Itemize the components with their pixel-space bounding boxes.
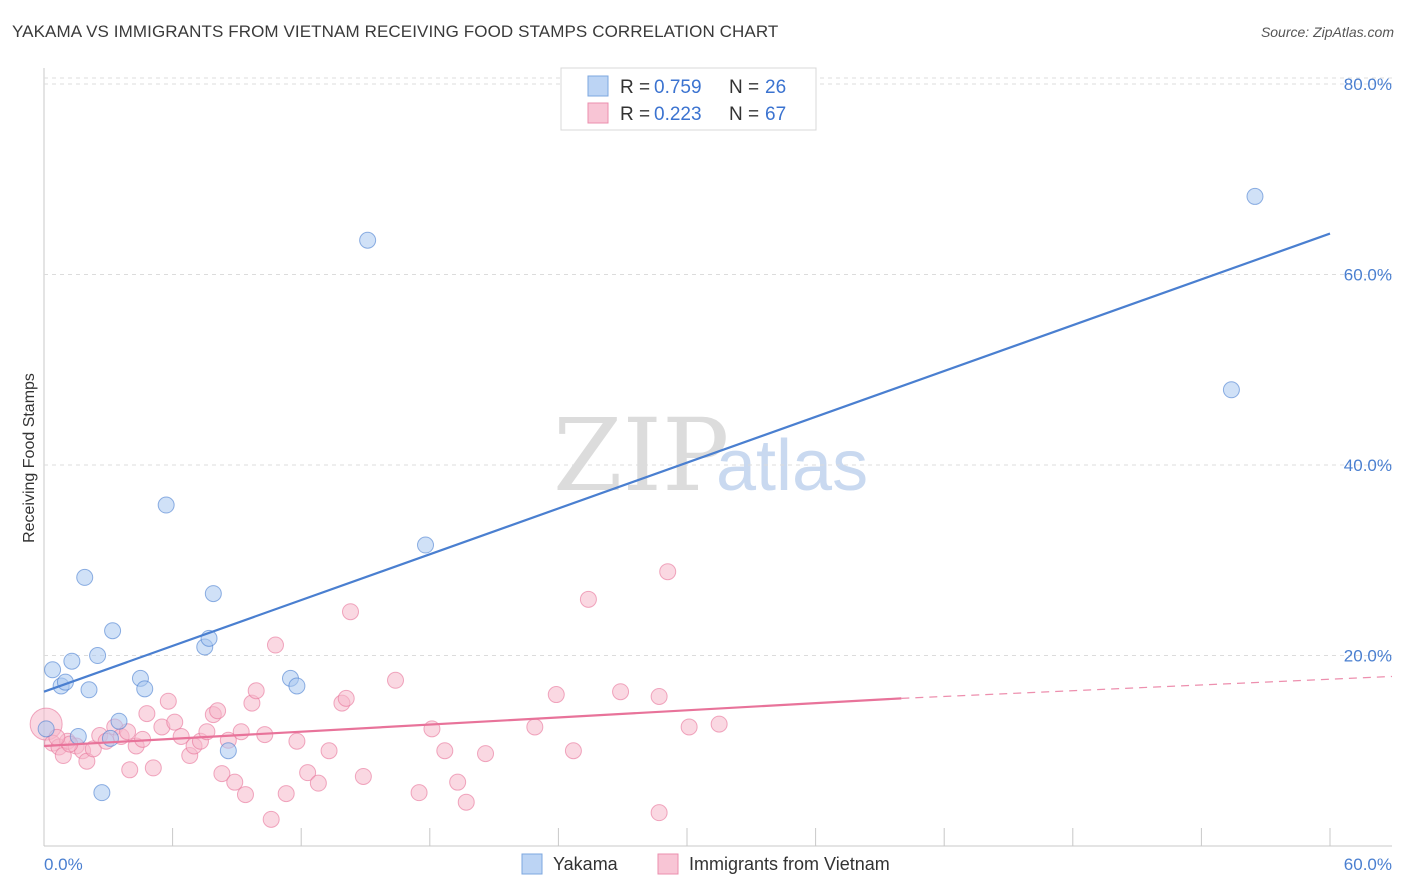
yakama-point-21 bbox=[359, 231, 377, 249]
vietnam-point-39 bbox=[288, 732, 306, 750]
vietnam-point-38 bbox=[277, 785, 295, 803]
yakama-point-10 bbox=[104, 622, 122, 640]
vietnam-point-56 bbox=[564, 742, 582, 760]
y-tick-label-60: 60.0% bbox=[1344, 266, 1392, 285]
yakama-point-14 bbox=[157, 496, 175, 514]
vietnam-trend-extension bbox=[901, 675, 1393, 699]
vietnam-point-28 bbox=[213, 765, 231, 783]
vietnam-point-32 bbox=[236, 786, 254, 804]
vietnam-point-30 bbox=[226, 773, 244, 791]
chart-title: YAKAMA VS IMMIGRANTS FROM VIETNAM RECEIV… bbox=[12, 22, 779, 41]
vietnam-point-46 bbox=[354, 767, 372, 785]
series-legend-label-yakama: Yakama bbox=[553, 854, 619, 874]
legend-r-label-2: R = bbox=[620, 104, 650, 125]
series-legend-label-vietnam: Immigrants from Vietnam bbox=[689, 854, 890, 874]
x-tick-label-max: 60.0% bbox=[1344, 855, 1392, 874]
vietnam-point-48 bbox=[410, 784, 428, 802]
vietnam-point-61 bbox=[659, 563, 677, 581]
series-legend-swatch-vietnam bbox=[657, 853, 679, 875]
yakama-point-18 bbox=[219, 742, 237, 760]
vietnam-point-36 bbox=[262, 810, 280, 828]
yakama-point-4 bbox=[69, 727, 87, 745]
watermark-zip: ZIP bbox=[553, 397, 729, 514]
trend-lines bbox=[43, 232, 1393, 748]
yakama-point-22 bbox=[417, 536, 435, 554]
vietnam-point-51 bbox=[449, 773, 467, 791]
legend-r-value-1: 0.759 bbox=[654, 77, 702, 98]
vietnam-point-63 bbox=[710, 715, 728, 733]
vietnam-point-47 bbox=[387, 671, 405, 689]
vietnam-point-52 bbox=[457, 793, 475, 811]
legend-n-value-1: 26 bbox=[765, 77, 786, 98]
yakama-point-8 bbox=[93, 784, 111, 802]
legend-n-label-1: N = bbox=[729, 77, 759, 98]
legend-swatch-vietnam bbox=[587, 102, 609, 124]
vietnam-point-34 bbox=[247, 682, 265, 700]
x-ticks bbox=[43, 828, 1331, 846]
yakama-point-23 bbox=[1246, 187, 1264, 205]
yakama-point-20 bbox=[288, 677, 306, 695]
series-legend-swatch-yakama bbox=[521, 853, 543, 875]
vietnam-point-27 bbox=[209, 702, 227, 720]
x-tick-label-min: 0.0% bbox=[44, 855, 83, 874]
yakama-trend-line bbox=[43, 232, 1331, 693]
vietnam-point-62 bbox=[680, 718, 698, 736]
vietnam-point-17 bbox=[144, 759, 162, 777]
vietnam-point-45 bbox=[341, 603, 359, 621]
vietnam-point-60 bbox=[650, 804, 668, 822]
vietnam-point-37 bbox=[266, 636, 284, 654]
vietnam-point-41 bbox=[309, 774, 327, 792]
stats-legend: R = 0.759 N = 26 R = 0.223 N = 67 bbox=[560, 67, 817, 131]
legend-r-label-1: R = bbox=[620, 77, 650, 98]
vietnam-point-44 bbox=[337, 689, 355, 707]
vietnam-point-59 bbox=[650, 687, 668, 705]
yakama-point-6 bbox=[80, 681, 98, 699]
legend-n-label-2: N = bbox=[729, 104, 759, 125]
vietnam-point-19 bbox=[159, 692, 177, 710]
vietnam-point-58 bbox=[612, 683, 630, 701]
watermark-atlas: atlas bbox=[716, 426, 868, 506]
yakama-point-24 bbox=[1222, 381, 1240, 399]
yakama-point-5 bbox=[76, 568, 94, 586]
vietnam-point-57 bbox=[579, 590, 597, 608]
vietnam-point-54 bbox=[526, 718, 544, 736]
y-axis-label: Receiving Food Stamps bbox=[21, 373, 38, 543]
y-tick-label-40: 40.0% bbox=[1344, 456, 1392, 475]
vietnam-trend-line bbox=[43, 697, 902, 748]
yakama-point-25 bbox=[37, 720, 55, 738]
legend-r-value-2: 0.223 bbox=[654, 104, 702, 125]
data-points bbox=[29, 187, 1264, 828]
vietnam-point-55 bbox=[547, 686, 565, 704]
vietnam-point-53 bbox=[477, 745, 495, 763]
vietnam-point-16 bbox=[138, 705, 156, 723]
legend-swatch-yakama bbox=[587, 75, 609, 97]
vietnam-point-66 bbox=[121, 761, 139, 779]
y-tick-label-80: 80.0% bbox=[1344, 75, 1392, 94]
vietnam-point-50 bbox=[436, 742, 454, 760]
gridlines bbox=[44, 77, 1392, 657]
yakama-point-0 bbox=[44, 661, 62, 679]
legend-n-value-2: 67 bbox=[765, 104, 786, 125]
yakama-point-9 bbox=[101, 729, 119, 747]
y-tick-label-20: 20.0% bbox=[1344, 647, 1392, 666]
vietnam-point-20 bbox=[166, 713, 184, 731]
vietnam-point-31 bbox=[232, 723, 250, 741]
series-legend: Yakama Immigrants from Vietnam bbox=[521, 853, 890, 875]
yakama-point-3 bbox=[63, 652, 81, 670]
yakama-point-11 bbox=[110, 712, 128, 730]
yakama-point-13 bbox=[136, 680, 154, 698]
vietnam-point-40 bbox=[299, 764, 317, 782]
vietnam-point-42 bbox=[320, 742, 338, 760]
yakama-point-17 bbox=[204, 585, 222, 603]
vietnam-point-21 bbox=[172, 727, 190, 745]
yakama-point-7 bbox=[89, 647, 107, 665]
y-tick-labels: 20.0% 40.0% 60.0% 80.0% bbox=[1344, 75, 1392, 665]
source-credit: Source: ZipAtlas.com bbox=[1260, 24, 1394, 40]
